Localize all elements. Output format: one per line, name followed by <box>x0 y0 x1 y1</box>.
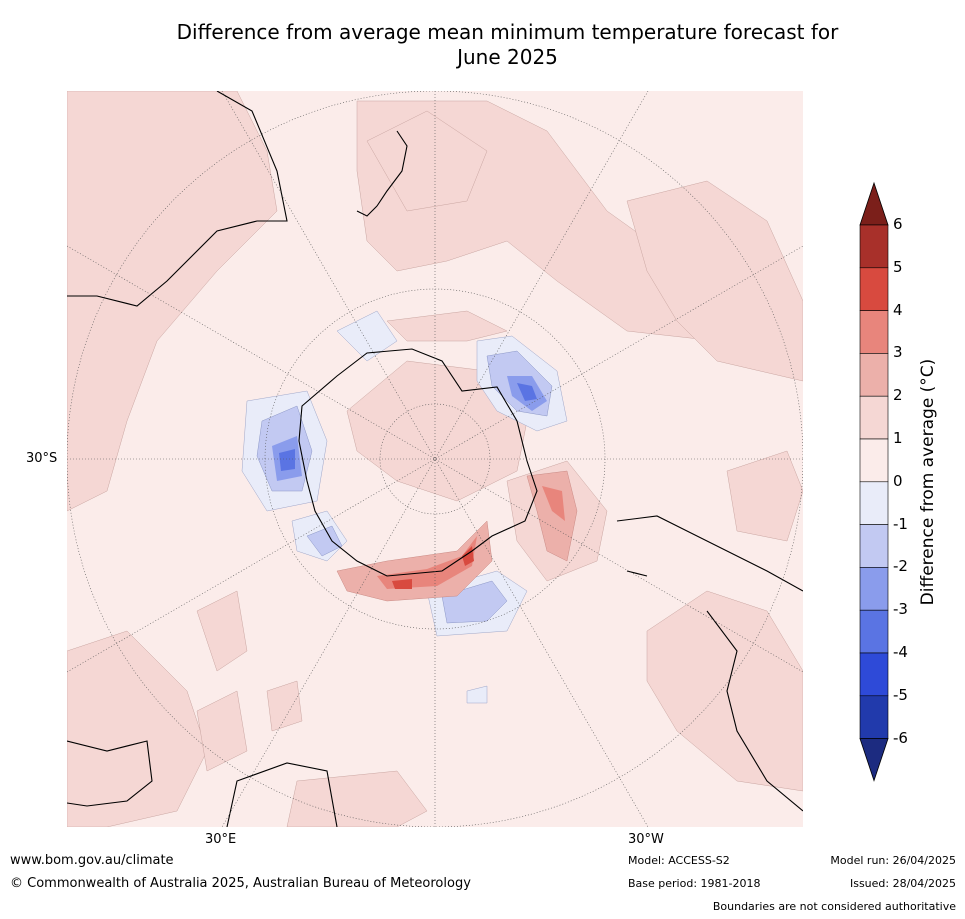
colorbar-tick: -5 <box>893 685 908 704</box>
graticule <box>67 91 803 827</box>
colorbar-tick: -2 <box>893 557 908 576</box>
lat-label-30s: 30°S <box>26 451 58 466</box>
colorbar-tick: 4 <box>893 300 903 319</box>
new-zealand-coastline <box>356 130 408 217</box>
south-america-coastline <box>616 515 803 812</box>
colorbar-tick: -4 <box>893 643 908 661</box>
footer-model-run: Model run: 26/04/2025 <box>830 854 956 867</box>
colorbar <box>859 181 889 782</box>
colorbar-extend-min <box>859 738 889 782</box>
footer-copyright: © Commonwealth of Australia 2025, Austra… <box>10 876 471 891</box>
colorbar-segment <box>859 524 889 568</box>
colorbar-segment <box>859 395 889 440</box>
colorbar-segment <box>859 310 889 354</box>
africa-coastline <box>67 740 338 827</box>
colorbar-tick: -1 <box>893 514 908 533</box>
anomaly-3-4-regions <box>377 486 565 589</box>
colorbar-segment <box>859 224 889 269</box>
colorbar-segment <box>859 652 889 697</box>
chart-title: Difference from average mean minimum tem… <box>60 20 955 70</box>
antarctica-coastline <box>298 348 538 577</box>
footer-issued: Issued: 28/04/2025 <box>849 877 956 890</box>
lon-label-30w: 30°W <box>628 832 664 847</box>
coastlines <box>67 91 803 827</box>
colorbar-tick: -3 <box>893 600 908 619</box>
colorbar-segment <box>859 567 889 611</box>
colorbar-tick: 5 <box>893 257 903 276</box>
colorbar-segment <box>859 438 889 483</box>
lon-label-30e: 30°E <box>205 832 237 847</box>
colorbar-segment <box>859 353 889 397</box>
anomaly-minus-3-4-regions <box>279 383 537 471</box>
colorbar-tick: 2 <box>893 386 903 405</box>
colorbar-tick: 1 <box>893 429 903 447</box>
anomaly-2-3-regions <box>336 470 578 602</box>
footer-url[interactable]: www.bom.gov.au/climate <box>10 853 174 868</box>
title-line-2: June 2025 <box>457 45 558 69</box>
footer-base-period: Base period: 1981-2018 <box>628 877 761 890</box>
colorbar-tick: 6 <box>893 215 903 233</box>
anomaly-4-5-regions <box>392 546 474 589</box>
colorbar-tick: -6 <box>893 728 908 747</box>
colorbar-tick: 3 <box>893 343 903 362</box>
colorbar-segment <box>859 695 889 739</box>
colorbar-tick: 0 <box>893 471 903 490</box>
colorbar-extend-max <box>859 181 889 226</box>
colorbar-segment <box>859 481 889 525</box>
colorbar-label: Difference from average (°C) <box>918 358 938 606</box>
footer-model: Model: ACCESS-S2 <box>628 854 730 867</box>
colorbar-segment <box>859 267 889 311</box>
footer-disclaimer: Boundaries are not considered authoritat… <box>712 900 956 913</box>
australia-coastline <box>67 91 288 307</box>
title-line-1: Difference from average mean minimum tem… <box>176 20 839 44</box>
forecast-map <box>67 91 803 827</box>
colorbar-segment <box>859 609 889 654</box>
